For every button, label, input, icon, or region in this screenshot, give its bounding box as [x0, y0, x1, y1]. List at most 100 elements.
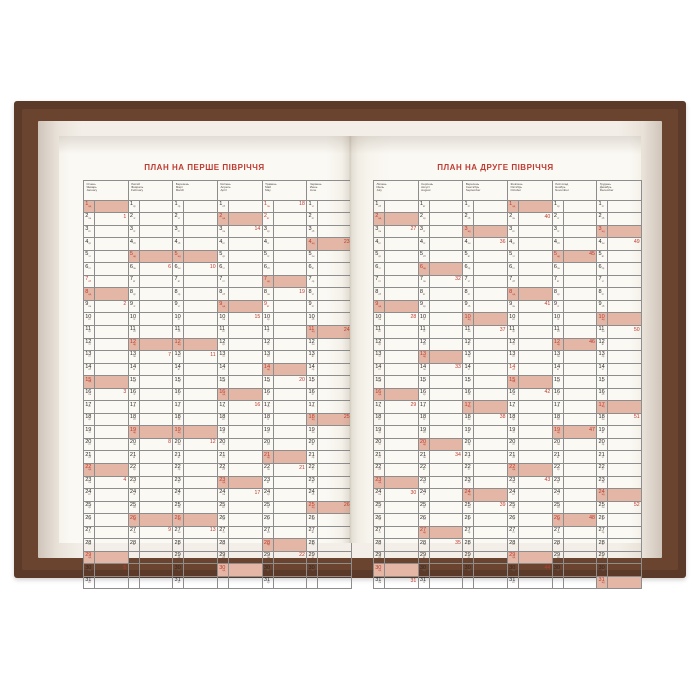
note-cell[interactable]	[228, 375, 263, 389]
day-cell[interactable]: 27 ср	[596, 525, 609, 540]
day-cell[interactable]: 7 сб	[506, 274, 519, 289]
note-cell[interactable]	[607, 513, 642, 527]
note-cell[interactable]	[517, 525, 553, 540]
note-cell[interactable]	[272, 324, 308, 339]
note-cell[interactable]	[228, 550, 263, 565]
note-cell[interactable]: 45	[562, 249, 598, 264]
note-cell[interactable]	[183, 412, 218, 427]
note-cell[interactable]: 22	[272, 550, 308, 565]
note-cell[interactable]	[317, 362, 352, 377]
note-cell[interactable]	[473, 350, 508, 364]
note-cell[interactable]	[183, 500, 218, 515]
note-cell[interactable]	[517, 199, 553, 214]
day-cell[interactable]: 9 сб	[596, 299, 609, 314]
note-cell[interactable]: 26	[317, 500, 352, 515]
day-cell[interactable]: 26 вт	[596, 513, 609, 527]
note-cell[interactable]: 10	[183, 262, 218, 276]
day-cell[interactable]: 4 сб	[551, 237, 564, 251]
note-cell[interactable]	[183, 475, 218, 490]
note-cell[interactable]	[183, 425, 218, 439]
day-cell[interactable]: 6 пн	[127, 262, 140, 276]
note-cell[interactable]	[607, 287, 642, 301]
note-cell[interactable]	[138, 199, 174, 214]
note-cell[interactable]	[272, 237, 308, 251]
note-cell[interactable]: 24	[317, 324, 352, 339]
note-cell[interactable]	[473, 274, 508, 289]
day-cell[interactable]: 10 пт	[551, 312, 564, 326]
day-cell[interactable]: 14 чт	[462, 362, 475, 377]
day-cell[interactable]: 17 ср	[261, 400, 274, 414]
day-cell[interactable]: 28 чт	[462, 538, 475, 552]
note-cell[interactable]: 3	[94, 387, 129, 402]
first-half-year-calendar[interactable]: Січень Январь January Лютий Февраль February Б…	[83, 180, 352, 590]
day-cell[interactable]: 27 пт	[506, 525, 519, 540]
note-cell[interactable]	[183, 299, 218, 314]
day-cell[interactable]: 17 пт	[172, 400, 185, 414]
note-cell[interactable]	[228, 513, 263, 527]
note-cell[interactable]	[272, 475, 308, 490]
day-cell[interactable]: 24 нд	[596, 488, 609, 502]
day-cell[interactable]: 3 пт	[172, 224, 185, 239]
day-cell[interactable]: 13 ср	[462, 350, 475, 364]
note-cell[interactable]	[183, 199, 218, 214]
note-cell[interactable]	[183, 538, 218, 552]
day-cell[interactable]: 29 ср	[172, 550, 185, 565]
note-cell[interactable]	[607, 450, 642, 464]
day-cell[interactable]: 10 чт	[417, 312, 430, 326]
day-cell[interactable]: 6 чт	[217, 262, 229, 276]
day-cell[interactable]: 27 сб	[261, 525, 274, 540]
day-cell[interactable]: 20 пн	[172, 437, 185, 452]
day-cell[interactable]: 29 нд	[83, 550, 95, 565]
note-cell[interactable]	[272, 249, 308, 264]
day-cell[interactable]: 15 ср	[551, 375, 564, 389]
note-cell[interactable]	[317, 224, 352, 239]
note-cell[interactable]	[94, 550, 129, 565]
note-cell[interactable]	[384, 299, 419, 314]
day-cell[interactable]: 8 нд	[83, 287, 95, 301]
note-cell[interactable]	[517, 337, 553, 352]
day-cell[interactable]: 5 нд	[551, 249, 564, 264]
note-cell[interactable]	[228, 387, 263, 402]
day-cell[interactable]: 21 пн	[417, 450, 430, 464]
day-cell[interactable]: 16 чт	[127, 387, 140, 402]
note-cell[interactable]	[183, 274, 218, 289]
day-cell[interactable]: 5 вт	[462, 249, 475, 264]
day-cell[interactable]: 13 пн	[551, 350, 564, 364]
day-cell[interactable]: 27 пн	[551, 525, 564, 540]
note-cell[interactable]	[562, 412, 598, 427]
note-cell[interactable]: 46	[562, 337, 598, 352]
note-cell[interactable]	[317, 337, 352, 352]
note-cell[interactable]	[562, 525, 598, 540]
note-cell[interactable]	[94, 362, 129, 377]
day-cell[interactable]: 18 чт	[261, 412, 274, 427]
day-cell[interactable]: 13 пн	[172, 350, 185, 364]
note-cell[interactable]	[272, 400, 308, 414]
day-cell[interactable]: 11 чт	[261, 324, 274, 339]
day-cell[interactable]: 18 ср	[506, 412, 519, 427]
day-cell[interactable]: 4 вт	[373, 237, 385, 251]
note-cell[interactable]	[517, 450, 553, 464]
day-cell[interactable]: 3 чт	[417, 224, 430, 239]
note-cell[interactable]	[94, 400, 129, 414]
day-cell[interactable]: 5 нд	[172, 249, 185, 264]
note-cell[interactable]	[317, 488, 352, 502]
note-cell[interactable]	[384, 362, 419, 377]
day-cell[interactable]: 28 ср	[306, 538, 319, 552]
note-cell[interactable]	[272, 387, 308, 402]
note-cell[interactable]	[183, 237, 218, 251]
day-cell[interactable]: 28 сб	[506, 538, 519, 552]
note-cell[interactable]	[183, 362, 218, 377]
day-cell[interactable]: 16 пн	[506, 387, 519, 402]
note-cell[interactable]	[384, 199, 419, 214]
day-cell[interactable]: 10 пт	[172, 312, 185, 326]
note-cell[interactable]	[272, 450, 308, 464]
note-cell[interactable]	[562, 550, 598, 565]
note-cell[interactable]	[138, 249, 174, 264]
note-cell[interactable]	[317, 387, 352, 402]
day-cell[interactable]: 10 ср	[261, 312, 274, 326]
note-cell[interactable]	[94, 350, 129, 364]
note-cell[interactable]	[138, 425, 174, 439]
note-cell[interactable]	[272, 425, 308, 439]
note-cell[interactable]	[607, 274, 642, 289]
note-cell[interactable]	[183, 224, 218, 239]
